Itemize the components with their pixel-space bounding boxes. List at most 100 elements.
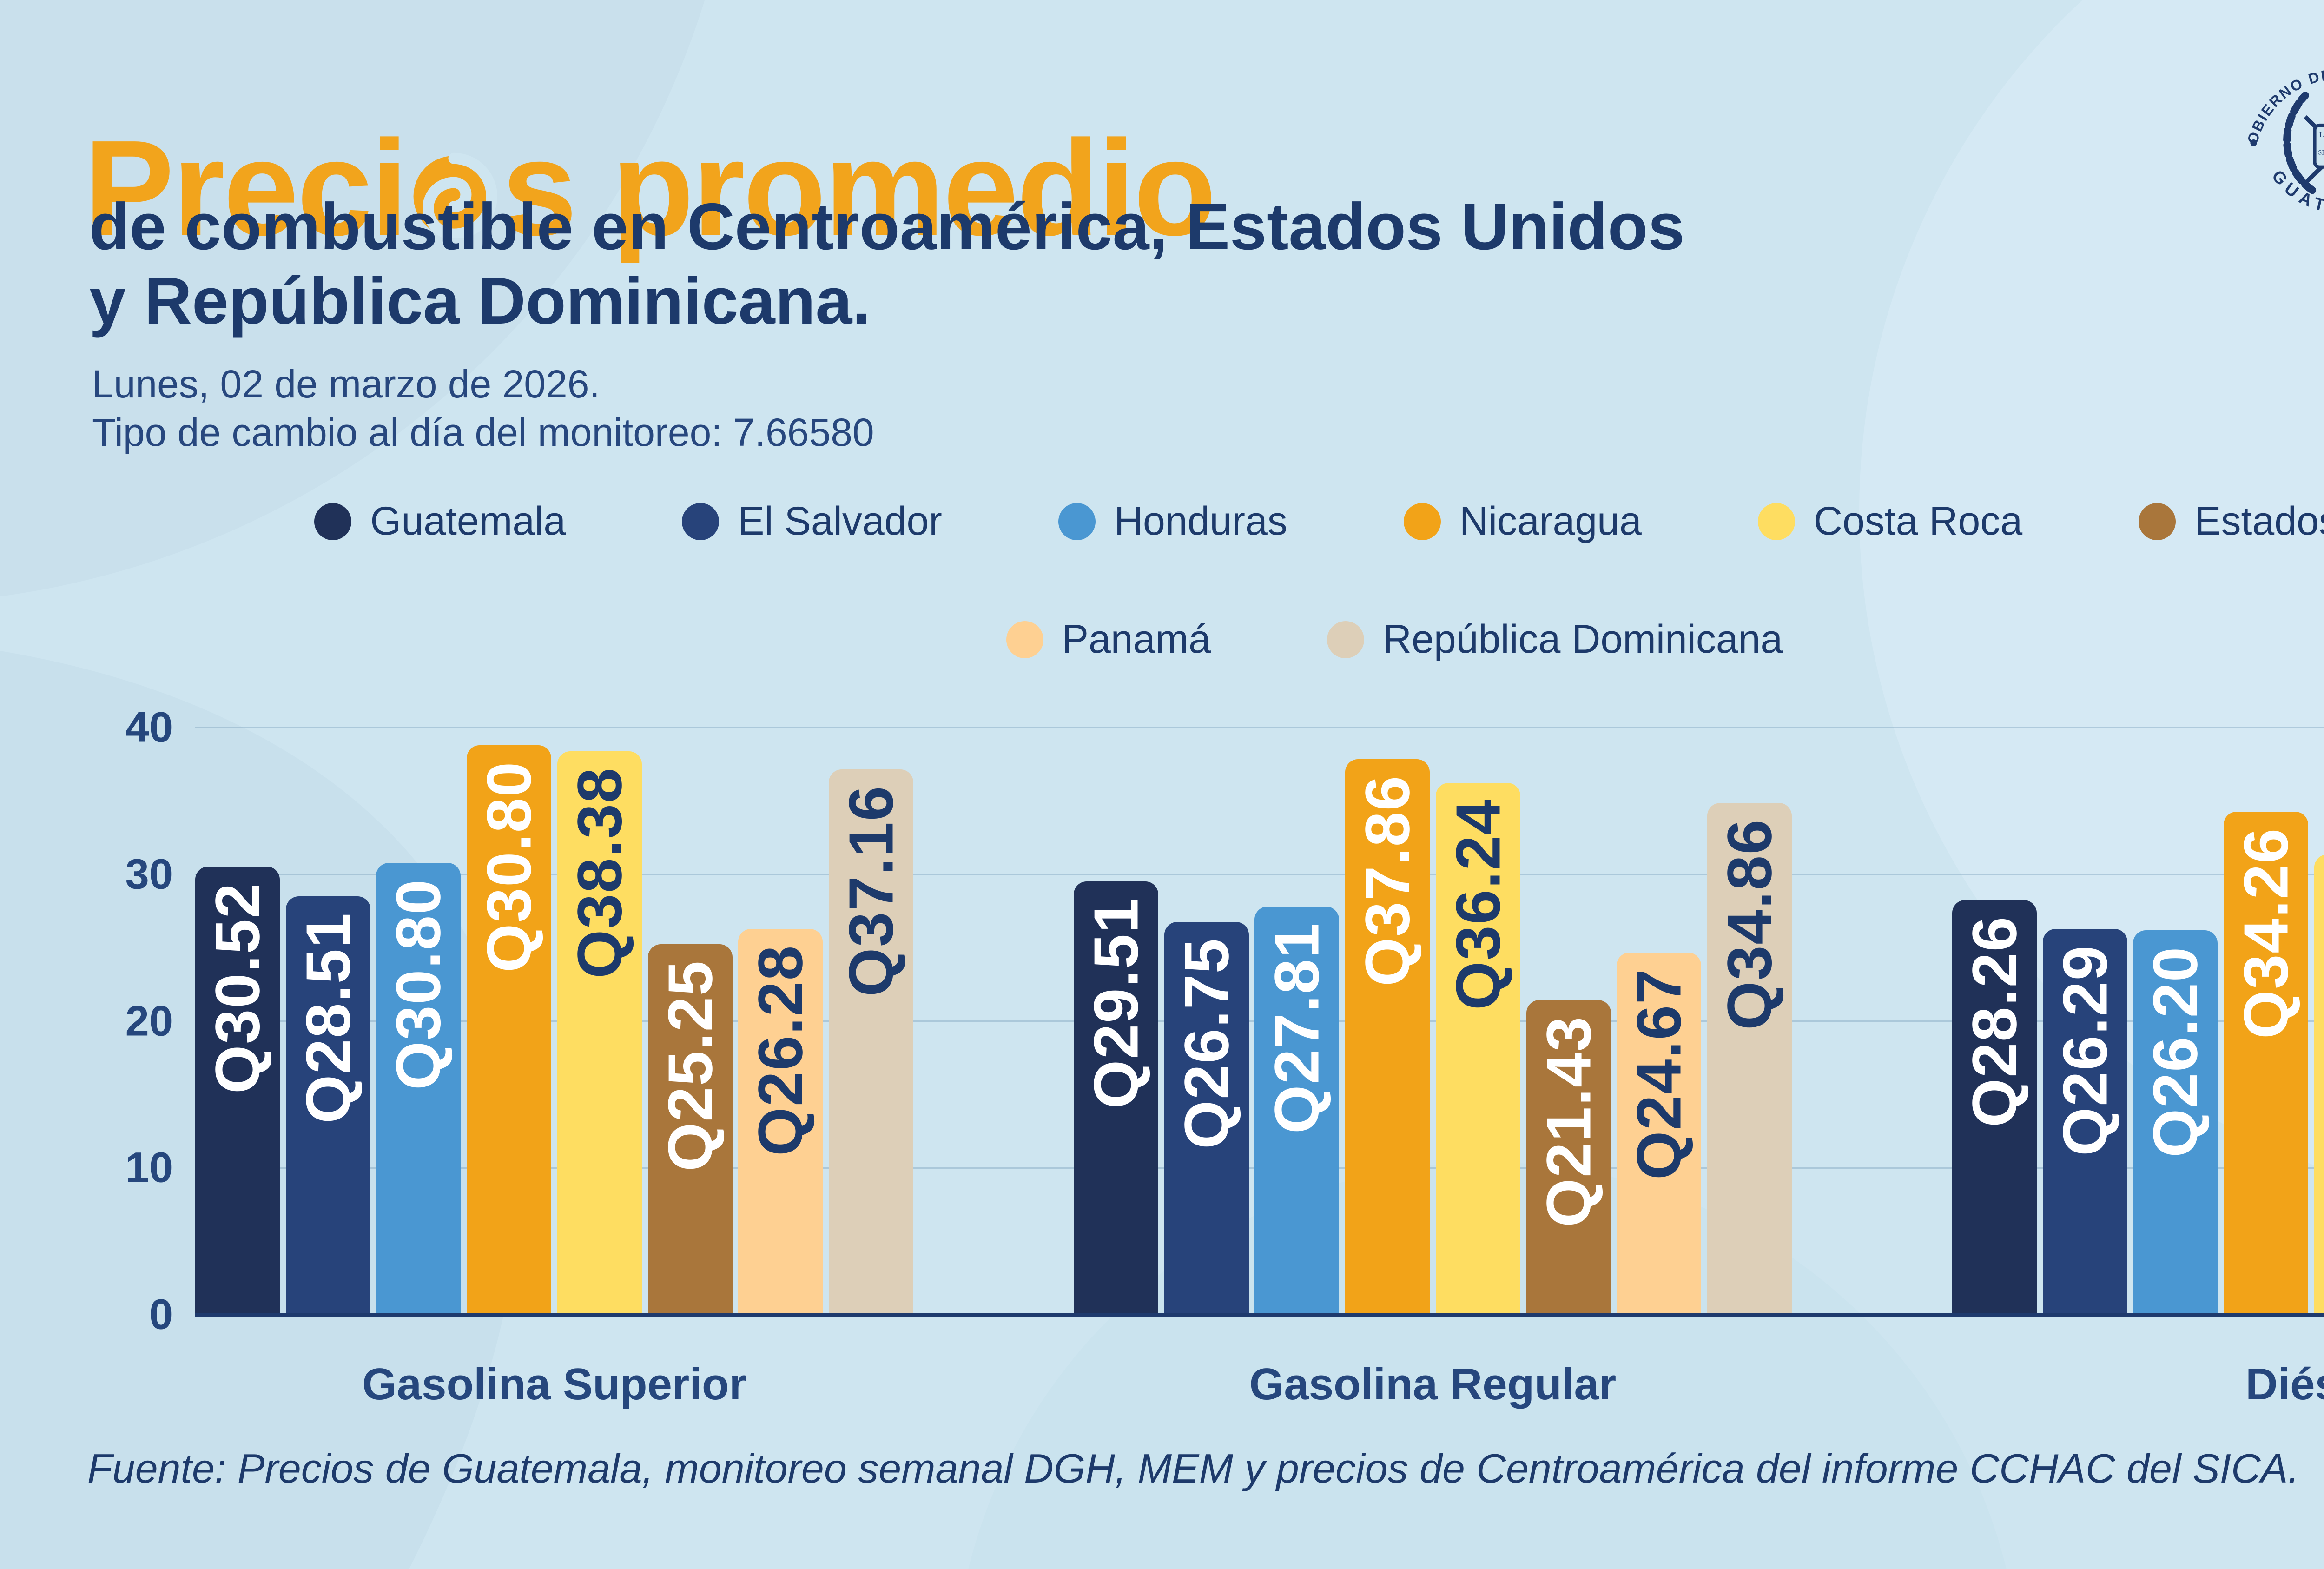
legend: Guatemala El Salvador Honduras Nicaragua Cos…	[0, 498, 2324, 662]
bar-el-salvador: Q26.29	[2042, 928, 2127, 1315]
legend-item-república-dominicana: República Dominicana	[1327, 616, 1783, 662]
y-tick-label: 40	[125, 703, 173, 751]
bar-nicaragua: Q30.80	[467, 745, 552, 1315]
bar-value-label: Q38.38	[564, 767, 635, 979]
legend-dot	[1403, 503, 1441, 540]
legend-item-panamá: Panamá	[1006, 616, 1211, 662]
category-label: Gasolina Regular	[1249, 1359, 1617, 1409]
svg-text:GOBIERNO DE LA REPÚBLICA: GOBIERNO DE LA REPÚBLICA	[2241, 41, 2324, 146]
legend-item-costa-roca: Costa Roca	[1757, 498, 2023, 544]
legend-dot	[682, 503, 720, 540]
legend-dot	[1058, 503, 1096, 540]
legend-label: El Salvador	[738, 499, 942, 543]
legend-item-guatemala: Guatemala	[314, 498, 566, 544]
bar-groups: Q30.52 Q28.51 Q30.80 Q30.80 Q38.38 Q25.25 Q26.…	[195, 728, 2324, 1409]
bar-el-salvador: Q28.51	[285, 896, 370, 1315]
category-group: Q28.26Q26.29Q26.20Q34.26Q31.34Q28.26Q24.…	[1952, 728, 2324, 1409]
legend-row: Guatemala El Salvador Honduras Nicaragua Cos…	[314, 498, 2324, 544]
legend-label: Honduras	[1114, 499, 1287, 543]
bar-nicaragua: Q37.86	[1345, 759, 1430, 1315]
seal-scroll-line-3: SEPTIEMBRE	[2318, 149, 2324, 157]
bar-value-label: Q34.26	[2231, 828, 2301, 1039]
bar-value-label: Q37.86	[1352, 775, 1423, 986]
exchange-rate-line: Tipo de cambio al día del monitoreo: 7.6…	[92, 410, 874, 454]
legend-label: Costa Roca	[1813, 499, 2023, 543]
x-axis-baseline	[195, 1313, 2324, 1317]
legend-label: Guatemala	[370, 499, 566, 543]
title-prefix: Preci	[84, 112, 408, 264]
bar-guatemala: Q30.52	[195, 867, 280, 1315]
stylized-o-fuel-swirl-icon	[413, 152, 498, 240]
y-tick-label: 0	[149, 1291, 173, 1338]
legend-item-estados-unidos: Estados Unidos	[2139, 498, 2324, 544]
seal-top-text: GOBIERNO DE LA REPÚBLICA	[2241, 41, 2324, 146]
bar-value-label: Q30.80	[474, 761, 544, 973]
bar-value-label: Q37.16	[836, 785, 906, 997]
bar-panamá: Q26.28	[738, 929, 823, 1315]
legend-dot	[1757, 503, 1795, 540]
subtitle-line-2: y República Dominicana.	[89, 264, 871, 338]
bar-honduras: Q26.20	[2133, 930, 2218, 1315]
category-label: Gasolina Superior	[362, 1359, 746, 1409]
bar-value-label: Q25.25	[655, 960, 726, 1172]
bar-value-label: Q21.43	[1533, 1016, 1604, 1228]
legend-label: República Dominicana	[1382, 617, 1783, 662]
date-line: Lunes, 02 de marzo de 2026.	[92, 362, 600, 406]
bar-nicaragua: Q34.26	[2224, 812, 2309, 1315]
y-tick-label: 30	[125, 850, 173, 898]
seal-scroll-line-1: LIBERTAD	[2319, 130, 2324, 139]
bar-honduras: Q27.81	[1254, 906, 1340, 1315]
bar-panamá: Q24.67	[1617, 953, 1702, 1315]
bar-value-label: Q36.24	[1443, 798, 1513, 1010]
guatemala-government-seal-icon: GOBIERNO DE LA REPÚBLICA GUATEMALA LIBER…	[2241, 41, 2324, 216]
gridline	[195, 727, 2324, 728]
bar-value-label: Q29.51	[1081, 897, 1151, 1109]
category-group: Q30.52 Q28.51 Q30.80 Q30.80 Q38.38 Q25.25 Q26.…	[195, 728, 913, 1409]
bar-guatemala: Q29.51	[1074, 881, 1158, 1315]
bar-costa-roca: Q38.38	[557, 751, 642, 1315]
seal-emblem: LIBERTAD 15 DE SEPTIEMBRE DE 1821	[2283, 92, 2324, 194]
y-tick-label: 20	[125, 997, 173, 1045]
legend-dot	[1006, 621, 1043, 658]
legend-label: Panamá	[1062, 617, 1211, 662]
legend-dot	[314, 503, 352, 540]
y-tick-label: 10	[125, 1144, 173, 1192]
bar-value-label: Q26.75	[1171, 938, 1242, 1150]
legend-label: Nicaragua	[1459, 499, 1642, 543]
bar-costa-roca: Q36.24	[1435, 782, 1520, 1315]
legend-item-nicaragua: Nicaragua	[1403, 498, 1642, 544]
bar-estados-unidos: Q21.43	[1526, 1000, 1611, 1315]
category-group: Q29.51 Q26.75 Q27.81 Q37.86 Q36.24 Q21.43 Q24.…	[1074, 728, 1792, 1409]
bar-república-dominicana: Q37.16	[828, 769, 913, 1315]
bar-value-label: Q30.80	[383, 878, 454, 1090]
bar-honduras: Q30.80	[376, 862, 461, 1315]
bar-value-label: Q28.26	[1959, 915, 2030, 1127]
bar-value-label: Q24.67	[1624, 968, 1694, 1180]
legend-row: Panamá República Dominicana	[1006, 616, 1783, 662]
source-note: Fuente: Precios de Guatemala, monitoreo …	[87, 1445, 2299, 1491]
bar-el-salvador: Q26.75	[1164, 922, 1249, 1315]
legend-item-honduras: Honduras	[1058, 498, 1287, 544]
page-title: Preci s promedio	[84, 116, 1216, 259]
bar-guatemala: Q28.26	[1952, 900, 2037, 1315]
bar-costa-roca: Q31.34	[2314, 854, 2324, 1315]
category-label: Diésel	[2245, 1359, 2324, 1409]
legend-dot	[2139, 503, 2176, 540]
bar-value-label: Q26.20	[2140, 946, 2211, 1158]
bar-estados-unidos: Q25.25	[647, 944, 733, 1315]
bar-value-label: Q26.28	[745, 945, 816, 1157]
legend-dot	[1327, 621, 1364, 658]
subtitle: de combustible en Centroamérica, Estados…	[89, 190, 1684, 339]
bar-value-label: Q30.52	[202, 882, 273, 1094]
bar-value-label: Q26.29	[2050, 944, 2120, 1156]
title-suffix: s promedio	[502, 112, 1216, 264]
gridline	[195, 873, 2324, 875]
bar-value-label: Q27.81	[1261, 922, 1332, 1134]
bar-value-label: Q34.86	[1714, 819, 1785, 1031]
bar-value-label: Q28.51	[293, 912, 363, 1124]
subtitle-line-1: de combustible en Centroamérica, Estados…	[89, 190, 1685, 264]
bar-república-dominicana: Q34.86	[1707, 803, 1792, 1315]
legend-label: Estados Unidos	[2194, 499, 2324, 543]
legend-item-el-salvador: El Salvador	[682, 498, 942, 544]
